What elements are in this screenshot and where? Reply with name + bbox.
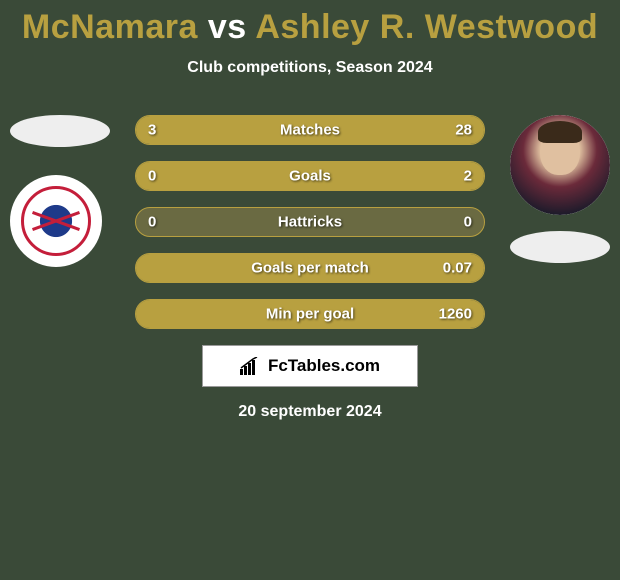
stat-value-left: 3 [148,122,156,139]
player2-photo-icon [510,115,610,215]
stat-row-hattricks: 0 Hattricks 0 [135,207,485,237]
stat-row-goals-per-match: Goals per match 0.07 [135,253,485,283]
title-vs: vs [208,8,247,46]
player2-club-logo-placeholder [510,231,610,263]
stat-row-min-per-goal: Min per goal 1260 [135,299,485,329]
stat-value-right: 0.07 [443,260,472,277]
stat-row-matches: 3 Matches 28 [135,115,485,145]
brand-box[interactable]: FcTables.com [202,345,418,387]
player-left-column [10,115,110,267]
stat-value-left: 0 [148,214,156,231]
stat-row-goals: 0 Goals 2 [135,161,485,191]
stat-value-right: 28 [455,122,472,139]
stat-label: Goals [289,168,331,185]
subtitle: Club competitions, Season 2024 [0,59,620,77]
player-right-column [510,115,610,263]
stat-rows: 3 Matches 28 0 Goals 2 0 Hattricks 0 Goa… [135,115,485,329]
comparison-card: McNamara vs Ashley R. Westwood Club comp… [0,0,620,421]
page-title: McNamara vs Ashley R. Westwood [0,8,620,47]
stat-label: Goals per match [251,260,369,277]
revolution-logo-icon [21,186,91,256]
stat-label: Matches [280,122,340,139]
stat-value-left: 0 [148,168,156,185]
stat-value-right: 1260 [439,306,472,323]
stat-value-right: 0 [464,214,472,231]
player2-avatar [510,115,610,215]
player1-club-logo [10,175,102,267]
stat-value-right: 2 [464,168,472,185]
stats-area: 3 Matches 28 0 Goals 2 0 Hattricks 0 Goa… [0,115,620,329]
stat-label: Min per goal [266,306,354,323]
brand-text: FcTables.com [268,356,380,376]
player1-avatar-placeholder [10,115,110,147]
title-player2: Ashley R. Westwood [255,8,598,46]
stat-label: Hattricks [278,214,342,231]
bar-chart-icon [240,357,262,375]
title-player1: McNamara [22,8,198,46]
date-text: 20 september 2024 [0,403,620,421]
